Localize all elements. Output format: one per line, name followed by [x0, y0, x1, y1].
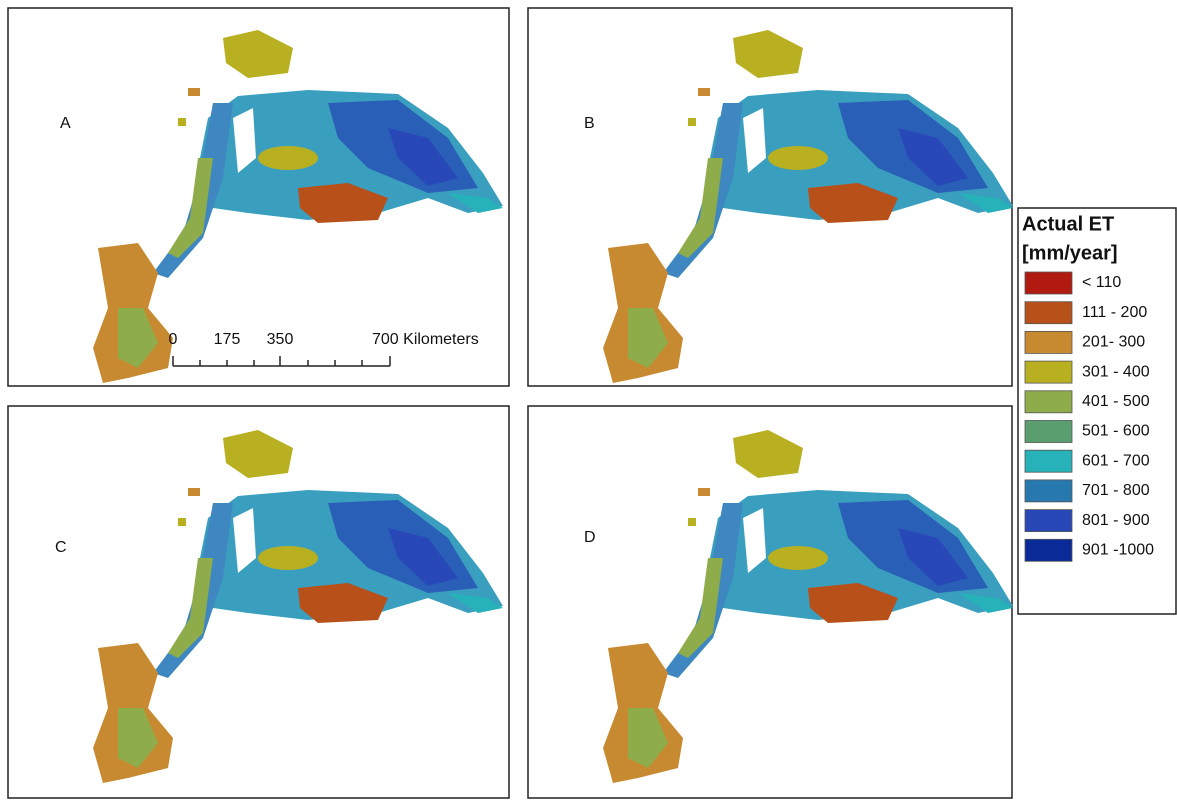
legend-swatch — [1024, 509, 1073, 533]
legend-swatch — [1024, 479, 1073, 503]
legend-swatch — [1024, 390, 1073, 414]
scale-label: 350 — [267, 331, 294, 348]
panel-label: C — [55, 539, 67, 556]
legend-swatch — [1024, 538, 1073, 562]
legend-label: 901 -1000 — [1082, 542, 1154, 559]
legend-swatch — [1024, 271, 1073, 295]
legend-label: 701 - 800 — [1082, 482, 1150, 499]
legend-label: 601 - 700 — [1082, 452, 1150, 469]
scale-label: 700 Kilometers — [372, 331, 479, 348]
scale-label: 175 — [214, 331, 241, 348]
panel-d: D — [527, 405, 1013, 799]
legend: Actual ET [mm/year] < 110 111 - 200 201- 3… — [1017, 207, 1177, 615]
panel-label: B — [584, 115, 595, 132]
panel-c: C — [7, 405, 510, 799]
legend-label: 201- 300 — [1082, 334, 1145, 351]
panel-label: D — [584, 529, 596, 546]
legend-label: 301 - 400 — [1082, 363, 1150, 380]
legend-swatch — [1024, 301, 1073, 325]
legend-swatch — [1024, 360, 1073, 384]
legend-swatch — [1024, 449, 1073, 473]
panel-label: A — [60, 115, 71, 132]
legend-label: 111 - 200 — [1082, 304, 1147, 321]
legend-title: [mm/year] — [1022, 242, 1118, 264]
legend-title: Actual ET — [1022, 213, 1114, 235]
legend-label: 401 - 500 — [1082, 393, 1150, 410]
scale-label: 0 — [169, 331, 178, 348]
legend-label: < 110 — [1082, 274, 1121, 291]
legend-label: 501 - 600 — [1082, 423, 1150, 440]
legend-swatch — [1024, 330, 1073, 354]
legend-label: 801 - 900 — [1082, 512, 1150, 529]
panel-a: A — [7, 7, 510, 387]
panel-b: B — [527, 7, 1013, 387]
legend-swatch — [1024, 420, 1073, 443]
scale-bar — [172, 356, 391, 367]
